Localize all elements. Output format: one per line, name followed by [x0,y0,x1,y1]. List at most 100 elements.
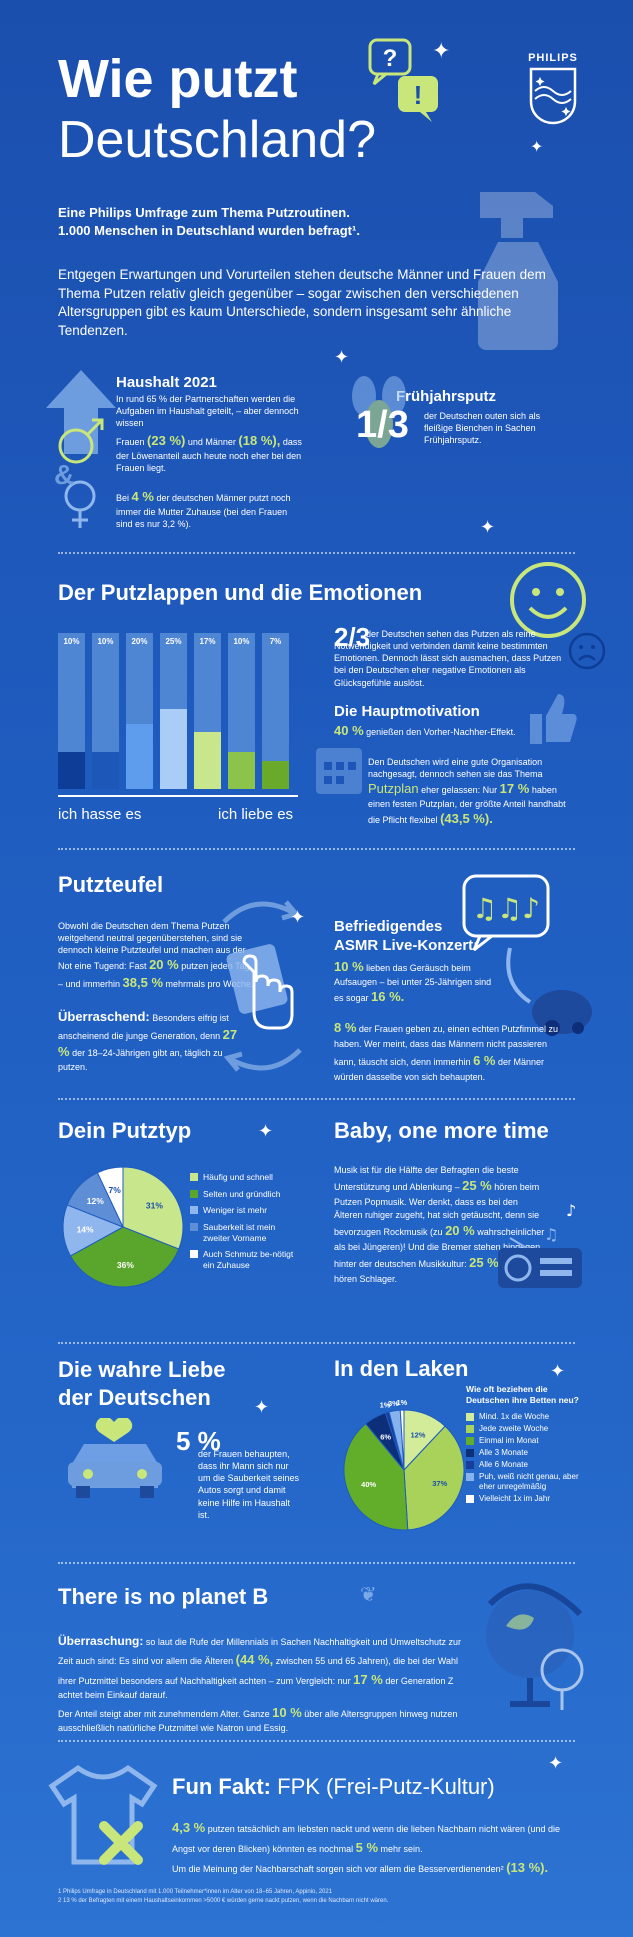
laken-legend: Wie oft beziehen die Deutschen ihre Bett… [466,1384,586,1506]
fakt-text-3: Um die Meinung der Nachbarschaft sorgen … [172,1864,504,1875]
baby-pct-25a: 25 % [462,1178,492,1194]
footnotes: 1 Philips Umfrage in Deutschland mit 1.0… [58,1888,598,1906]
motivation-line: 40 % genießen den Vorher-Nachher-Effekt. [334,722,564,740]
emotion-bar-fill [228,752,255,789]
emotion-bar-label: 10% [63,637,80,646]
legend-label: Einmal im Monat [479,1436,539,1446]
legend-item: Puh, weiß nicht genau, aber eher unregel… [466,1472,586,1492]
fakt-title-light: FPK (Frei-Putz-Kultur) [277,1774,495,1799]
ueberraschend-block: Überraschend: Besonders eifrig ist ansch… [58,1008,248,1073]
pie-slice [69,1226,180,1288]
sparkle-icon: ✦ [334,347,350,367]
gender-symbols-icon: & [50,404,114,530]
baby-text-3: wahrscheinlicher als bei Jüngeren)! Und … [334,1226,545,1269]
emotionen-fraction: 2/3 [334,622,371,652]
legend-label: Jede zweite Woche [479,1424,549,1434]
emotion-bar: 25% [160,633,187,789]
pie-slice-label: 3% [388,1399,399,1408]
scale-right-label: ich liebe es [218,806,294,823]
bee-icon [350,370,408,458]
baby-pct-20: 20 % [445,1222,475,1238]
title-line-2: Deutschland? [58,111,376,169]
laken-chart-title: Wie oft beziehen die Deutschen ihre Bett… [466,1384,579,1406]
legend-label: Alle 3 Monate [479,1448,528,1458]
emotion-bar: 10% [92,633,119,789]
legend-swatch [190,1173,198,1181]
philips-logo: PHILIPS [520,52,586,126]
sparkle-icon: ✦ [480,517,496,537]
svg-text:?: ? [383,45,398,72]
motivation-text: genießen den Vorher-Nachher-Effekt. [366,727,516,737]
asmr-text-1: lieben das Geräusch beim Aufsaugen – bei… [334,963,492,1003]
asmr-pct-8: 8 % [334,1020,357,1035]
emotion-bar-label: 17% [199,637,216,646]
haushalt-text-3: der deutschen Männer putzt noch immer di… [116,493,291,529]
radio-icon: ♪ ♫ [494,1200,586,1290]
car-heart-icon [64,1416,166,1502]
legend-label: Häufig und schnell [203,1172,273,1182]
pie-slice-label: 6% [380,1433,391,1442]
putzplan-pct-2: (43,5 %). [440,810,493,826]
pie-slice-label: 12% [87,1196,104,1206]
putzplan-pct-1: 17 % [499,781,530,797]
pie-slice [122,1166,184,1250]
putzteufel-text-3: mehrmals pro Woche. [165,978,254,989]
emotion-bar-fill [194,732,221,789]
title-line-1: Wie putzt [58,49,298,109]
emotionen-text-1: der Deutschen sehen das Putzen als reine… [334,629,562,688]
putzplan-block: Den Deutschen wird eine gute Organisatio… [368,756,576,828]
ueberraschend-text-2: der 18–24-Jährigen gibt an, täglich zu p… [58,1048,223,1072]
emotion-bar: 20% [126,633,153,789]
legend-item: Mind. 1x die Woche [466,1412,586,1422]
asmr-title-2: ASMR Live-Konzert: [334,936,479,954]
emotion-bar-fill [262,761,289,789]
legend-swatch [190,1222,198,1231]
putzteufel-title: Putzteufel [58,872,164,897]
fakt-text-2: mehr sein. [380,1844,423,1855]
emotion-bar-label: 7% [269,637,282,646]
shirt-x-icon [48,1762,158,1872]
fakt-text-1: putzen tatsächlich am liebsten nackt und… [172,1824,560,1855]
legend-item: Sauberkeit ist mein zweiter Vorname [190,1222,302,1243]
planet-text-c: der Generation Z achtet beim Einkauf dar… [58,1675,454,1701]
putzteufel-text-2: putzen jeden Tag – und immerhin [58,961,250,989]
liebe-title-2: der Deutschen [58,1384,211,1410]
legend-item: Alle 6 Monate [466,1460,586,1470]
motivation-title: Die Hauptmotivation [334,703,480,720]
divider [58,848,575,850]
emotion-bar: 7% [262,633,289,789]
legend-swatch [190,1250,198,1259]
emotion-bar-label: 10% [97,637,114,646]
baby-pct-25b: 25 % [469,1254,499,1270]
legend-label: Vielleicht 1x im Jahr [479,1494,550,1504]
fruehjahr-title: Frühjahrsputz [396,388,496,405]
footnote-2: 2 13 % der Befragten mit einem Haushalts… [58,1898,389,1904]
asmr-line-1: 10 % lieben das Geräusch beim Aufsaugen … [334,958,496,1005]
vacuum-cleaner-icon [500,944,596,1044]
thumbs-up-icon [528,692,578,746]
pie-slice [399,1409,405,1471]
asmr-title-1: Befriedigendes [334,918,443,935]
laken-pie-chart: 12% 37% 40% 6% 1%3%1% [343,1398,465,1531]
pie-slice-label: 1% [396,1398,407,1407]
sparkle-icon: ✦ [548,1753,564,1773]
baby-title: Baby, one more time [334,1118,549,1143]
footnote-1: 1 Philips Umfrage in Deutschland mit 1.0… [58,1889,333,1895]
legend-swatch [466,1413,474,1422]
legend-label: Selten und gründlich [203,1188,281,1199]
planet-pct-10: 10 % [272,1704,302,1720]
frauen-label: Frauen [116,437,145,448]
asmr-title: Befriedigendes ASMR Live-Konzert: [334,918,478,956]
putzplan-word: Putzplan [368,781,419,797]
baby-text-2: hören beim Putzen Popmusik. Wer denkt, d… [334,1182,540,1237]
legend-item: Jede zweite Woche [466,1424,586,1434]
planet-ueber: Überraschung: [58,1634,144,1648]
survey-line-1: Eine Philips Umfrage zum Thema Putzrouti… [58,205,350,220]
planet-text-1: Überraschung: so laut die Rufe der Mille… [58,1632,470,1736]
emotionen-title: Der Putzlappen und die Emotionen [58,580,423,605]
putzplan-text-1: Den Deutschen wird eine gute Organisatio… [368,757,543,780]
survey-line-2: 1.000 Menschen in Deutschland wurden bef… [58,223,360,239]
legend-item: Häufig und schnell [190,1172,302,1183]
maenner-label: und Männer [187,437,236,448]
liebe-pct: 5 % [176,1426,221,1456]
